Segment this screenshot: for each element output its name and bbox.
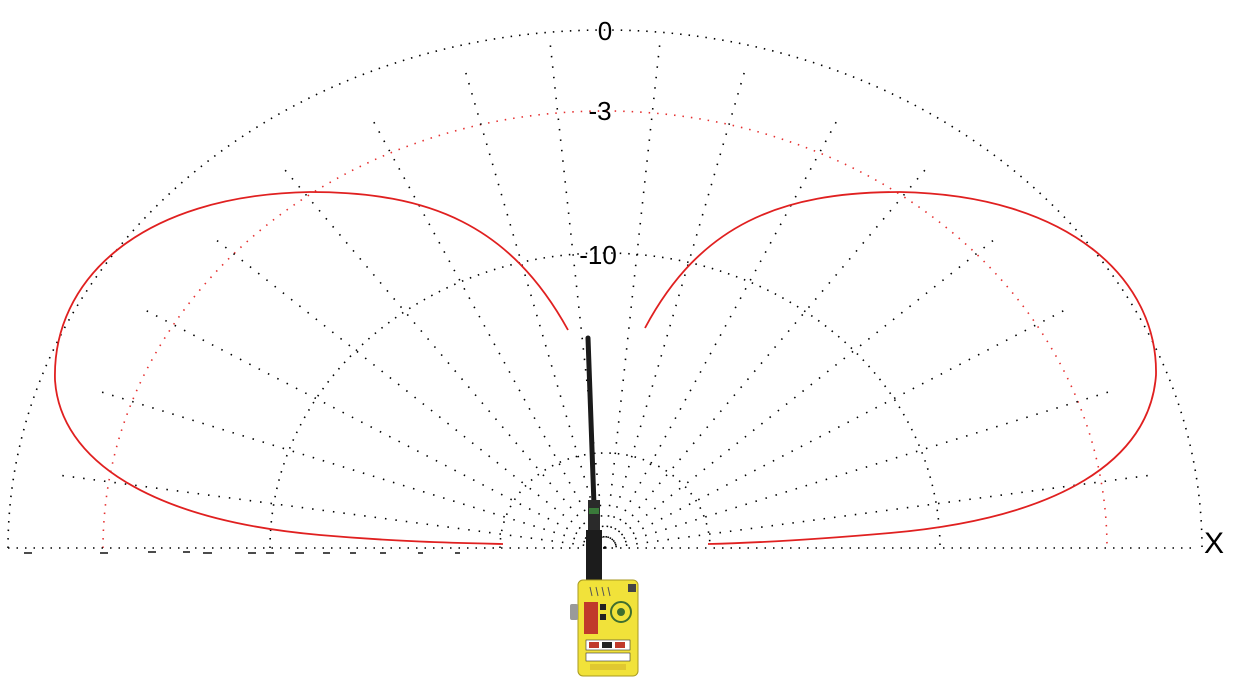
ring-label-0: 0 xyxy=(598,16,612,46)
radial-gridlines xyxy=(57,41,1153,549)
ring-minus3db xyxy=(102,110,1108,549)
x-axis-label: X xyxy=(1204,527,1224,560)
ring-inner xyxy=(499,452,711,549)
radio-transmitter-icon xyxy=(570,335,639,677)
ring-label-minus10: -10 xyxy=(579,240,617,270)
ring-label-minus3: -3 xyxy=(588,96,611,126)
pattern-left-lobe xyxy=(54,191,569,545)
baseline-artifacts xyxy=(24,551,460,554)
pattern-right-lobe xyxy=(644,191,1157,545)
ring-minus10db xyxy=(269,252,941,549)
ring-0db xyxy=(7,29,1203,549)
